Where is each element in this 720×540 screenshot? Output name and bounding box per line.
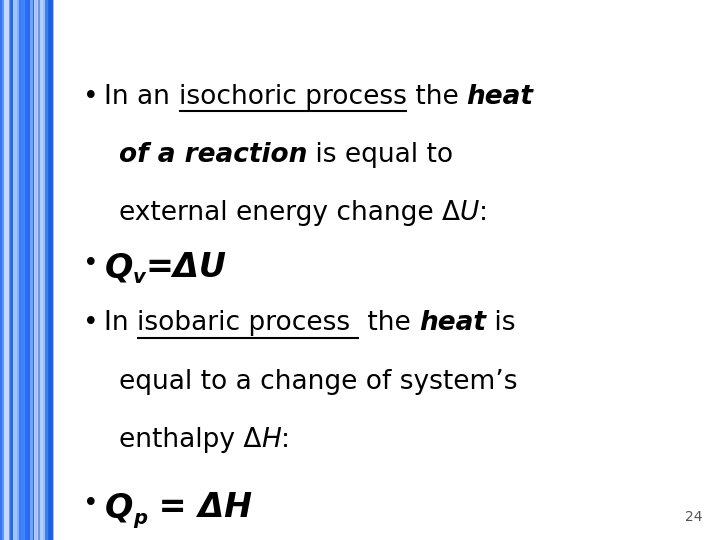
Text: U: U xyxy=(460,200,479,226)
Bar xyxy=(12,0,27,540)
Bar xyxy=(29,0,35,540)
Bar xyxy=(0,0,12,540)
Bar xyxy=(20,0,24,540)
Text: =ΔU: =ΔU xyxy=(145,251,227,284)
Bar xyxy=(31,0,37,540)
Bar xyxy=(40,0,50,540)
Bar xyxy=(36,0,38,540)
Bar xyxy=(0,0,10,540)
Bar xyxy=(49,0,53,540)
Text: In: In xyxy=(104,310,138,336)
Text: •: • xyxy=(83,251,99,277)
Bar xyxy=(13,0,27,540)
Bar xyxy=(9,0,22,540)
Bar xyxy=(14,0,19,540)
Bar xyxy=(13,0,17,540)
Bar xyxy=(4,0,9,540)
Bar xyxy=(34,0,37,540)
Bar xyxy=(43,0,49,540)
Bar xyxy=(13,0,27,540)
Text: •: • xyxy=(83,84,99,110)
Bar xyxy=(27,0,38,540)
Text: Q: Q xyxy=(104,251,132,284)
Bar xyxy=(30,0,33,540)
Text: enthalpy Δ: enthalpy Δ xyxy=(119,427,261,453)
Text: isochoric process: isochoric process xyxy=(179,84,407,110)
Bar xyxy=(40,0,45,540)
Text: external energy change Δ: external energy change Δ xyxy=(119,200,460,226)
Text: •: • xyxy=(83,310,99,336)
Text: heat: heat xyxy=(467,84,534,110)
Text: :: : xyxy=(281,427,290,453)
Text: = ΔH: = ΔH xyxy=(147,491,252,524)
Bar xyxy=(0,0,14,540)
Text: v: v xyxy=(132,268,145,287)
Bar xyxy=(35,0,53,540)
Text: is equal to: is equal to xyxy=(307,142,454,168)
Bar xyxy=(37,0,43,540)
Bar xyxy=(37,0,52,540)
Bar xyxy=(35,0,48,540)
Bar xyxy=(32,0,40,540)
Bar xyxy=(35,0,41,540)
Text: 24: 24 xyxy=(685,510,702,524)
Text: •: • xyxy=(83,491,99,517)
Bar xyxy=(15,0,22,540)
Bar xyxy=(0,0,7,540)
Text: of a reaction: of a reaction xyxy=(119,142,307,168)
Text: H: H xyxy=(261,427,281,453)
Bar xyxy=(14,0,32,540)
Bar xyxy=(0,0,2,540)
Bar xyxy=(40,0,47,540)
Bar xyxy=(17,0,19,540)
Bar xyxy=(48,0,53,540)
Text: the: the xyxy=(407,84,467,110)
Text: :: : xyxy=(479,200,488,226)
Text: the: the xyxy=(359,310,419,336)
Bar xyxy=(24,0,42,540)
Bar xyxy=(39,0,54,540)
Text: heat: heat xyxy=(419,310,486,336)
Text: p: p xyxy=(132,509,147,528)
Text: is: is xyxy=(486,310,516,336)
Bar xyxy=(0,0,8,540)
Text: isobaric process: isobaric process xyxy=(138,310,359,336)
Text: equal to a change of system’s: equal to a change of system’s xyxy=(119,369,517,395)
Text: In an: In an xyxy=(104,84,179,110)
Bar xyxy=(40,0,44,540)
Text: Q: Q xyxy=(104,491,132,524)
